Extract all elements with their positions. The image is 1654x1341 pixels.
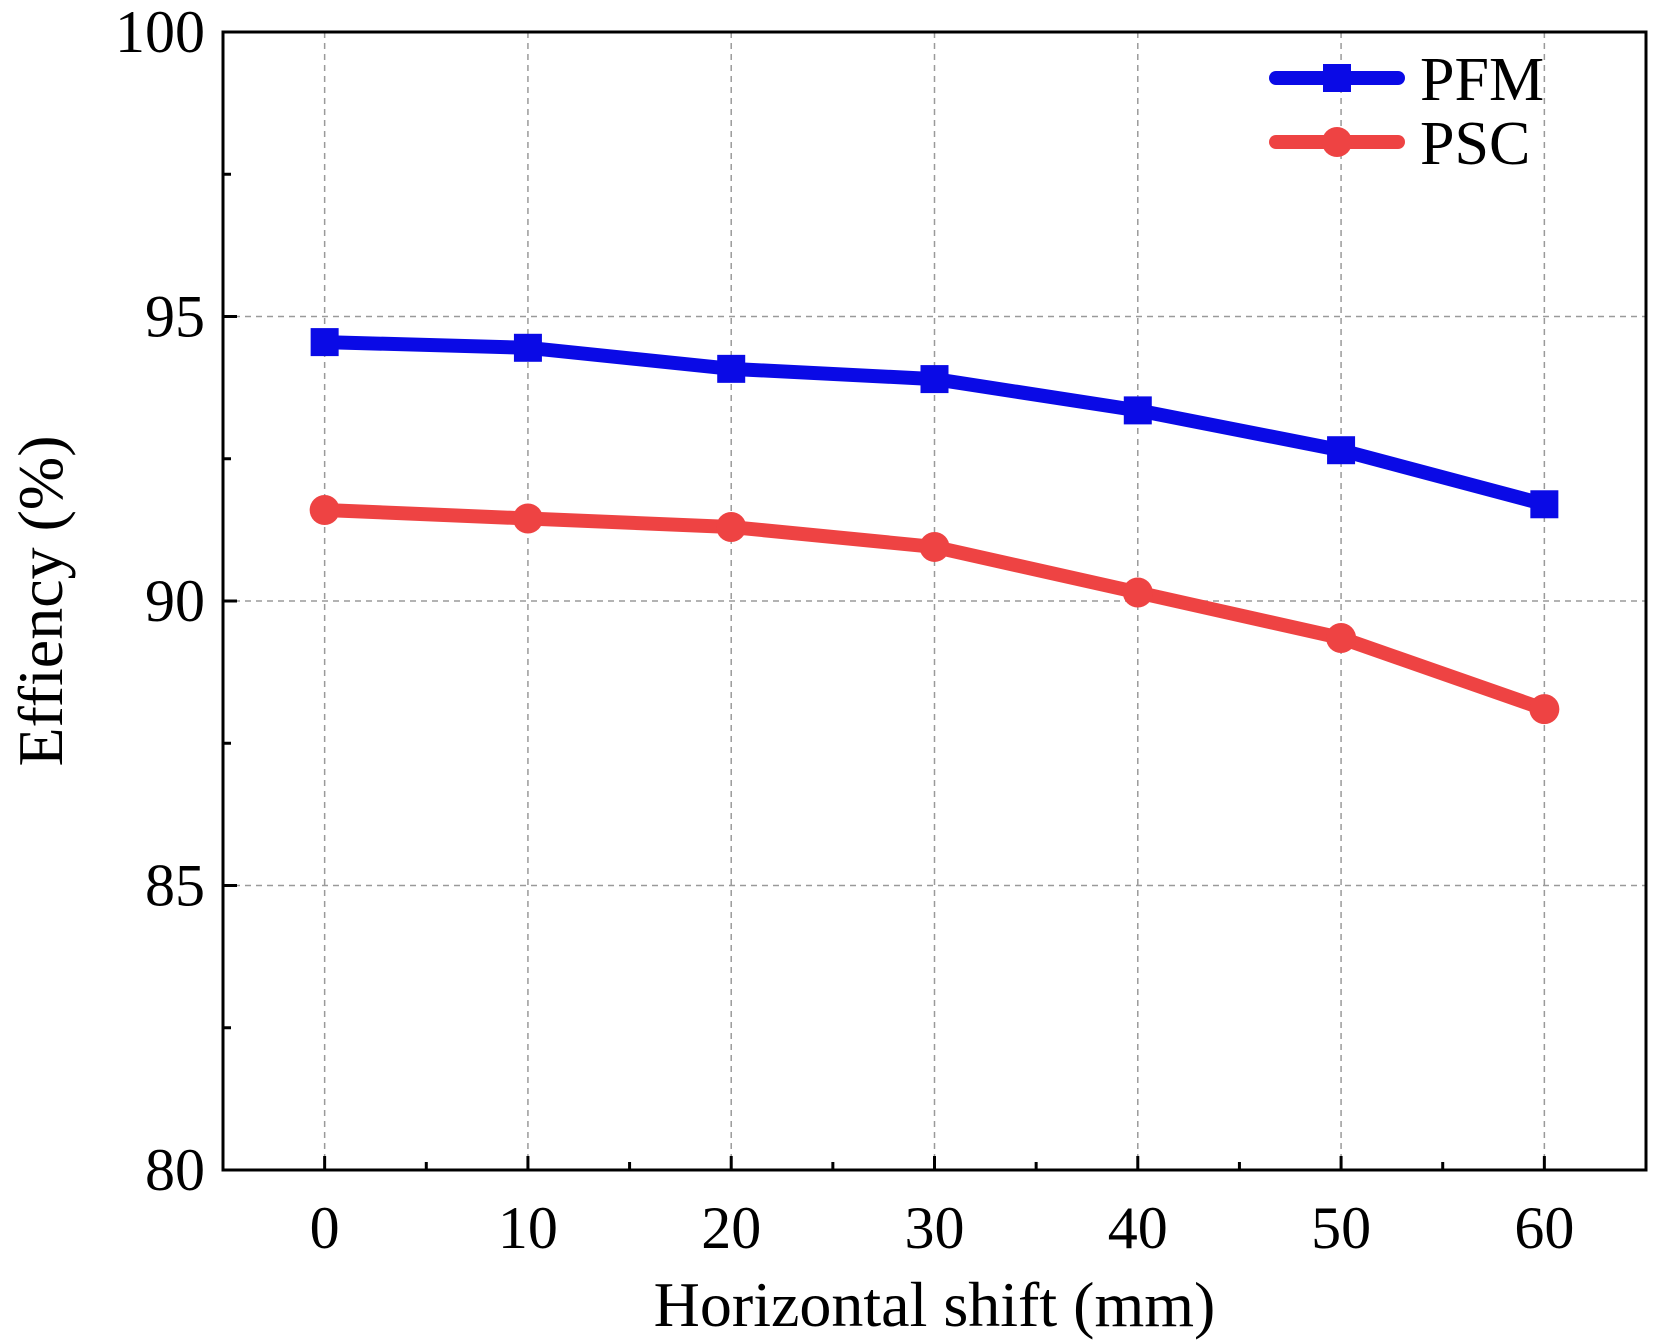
y-axis-title: Effiency (%) — [5, 435, 76, 766]
tick-labels: 0 10 20 30 40 50 60 80 85 90 95 100 — [115, 0, 1574, 1261]
x-tick-label: 0 — [310, 1195, 340, 1261]
x-axis-title: Horizontal shift (mm) — [654, 1269, 1216, 1340]
data-point-psc-60 — [1529, 694, 1560, 725]
y-tick-label: 95 — [145, 284, 205, 350]
legend-item-pfm: PFM — [1269, 46, 1544, 114]
x-tick-label: 40 — [1108, 1195, 1168, 1261]
y-tick-label: 100 — [115, 0, 205, 65]
x-tick-label: 10 — [498, 1195, 558, 1261]
data-point-pfm-20 — [717, 354, 746, 383]
legend-label: PSC — [1420, 110, 1530, 178]
data-point-pfm-50 — [1327, 436, 1356, 465]
legend-item-psc: PSC — [1269, 110, 1530, 178]
y-tick-label: 90 — [145, 568, 205, 634]
data-point-psc-0 — [309, 494, 340, 525]
x-tick-label: 30 — [905, 1195, 965, 1261]
data-point-pfm-60 — [1530, 490, 1559, 519]
data-point-pfm-40 — [1123, 396, 1152, 425]
data-point-psc-20 — [716, 512, 747, 543]
data-point-pfm-10 — [513, 333, 542, 362]
y-tick-label: 80 — [145, 1137, 205, 1203]
data-point-psc-30 — [919, 531, 950, 562]
data-point-psc-50 — [1326, 622, 1357, 653]
x-tick-label: 50 — [1311, 1195, 1371, 1261]
series-pfm — [310, 328, 1559, 519]
y-tick-label: 85 — [145, 853, 205, 919]
data-point-psc-40 — [1122, 577, 1153, 608]
x-tick-label: 60 — [1514, 1195, 1574, 1261]
series-psc — [309, 494, 1560, 725]
legend-marker — [1322, 127, 1352, 157]
data-point-pfm-0 — [310, 328, 339, 357]
grid — [223, 32, 1646, 1170]
legend-marker — [1323, 64, 1351, 92]
data-point-pfm-30 — [920, 365, 949, 394]
x-tick-label: 20 — [701, 1195, 761, 1261]
axis-ticks — [223, 30, 1546, 1172]
series-layer — [309, 328, 1560, 725]
data-point-psc-10 — [512, 503, 543, 534]
legend-label: PFM — [1420, 46, 1544, 114]
